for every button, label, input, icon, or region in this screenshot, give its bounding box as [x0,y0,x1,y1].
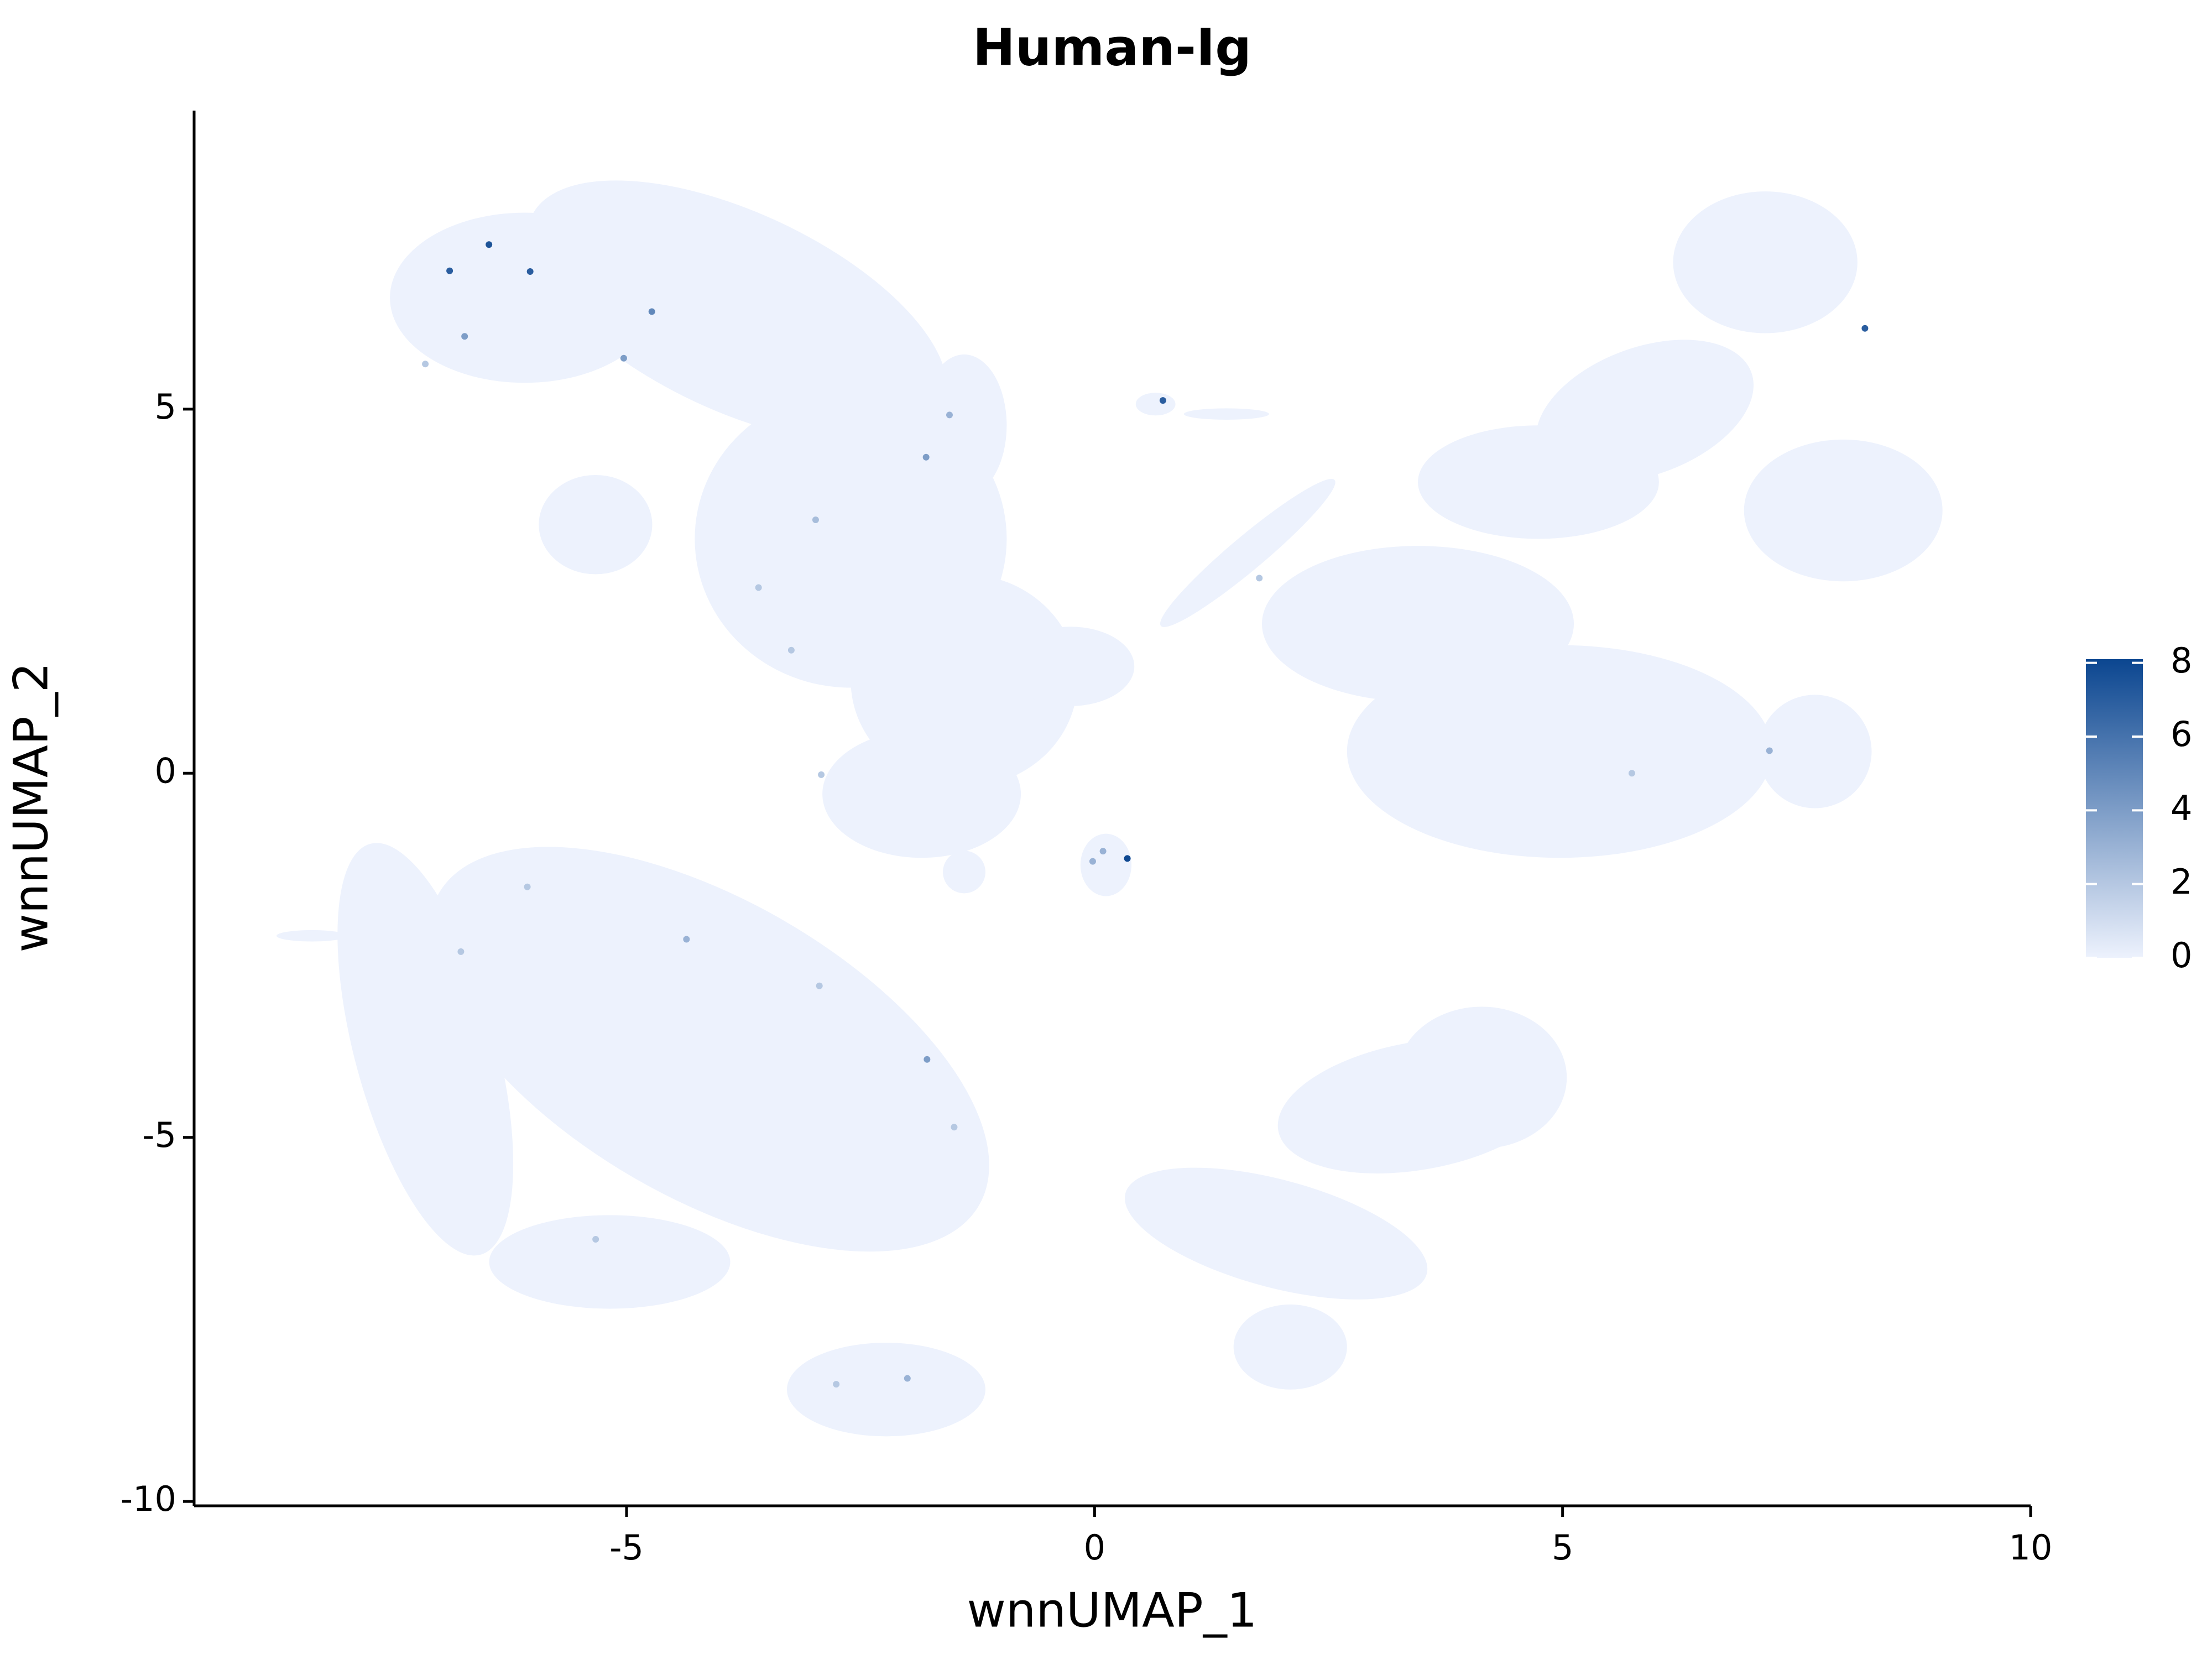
y-tick-label: 0 [155,750,176,791]
cell-point [818,771,825,778]
cell-cloud [276,180,1943,1437]
x-tick-label: -5 [609,1527,644,1568]
cell-point [422,361,429,368]
cell-point [648,308,655,315]
chart-title: Human-Ig [973,18,1251,77]
cell-point [1256,575,1263,582]
cell-point [486,241,493,248]
y-tick-label: 5 [155,387,176,427]
cell-point [526,268,534,275]
y-tick-label: -5 [142,1115,176,1155]
cell-point [1159,397,1166,404]
cell-point [951,1124,958,1131]
cell-point [592,1236,599,1243]
colorbar-tick-label: 2 [2171,862,2192,902]
cell-point [457,948,465,955]
colorbar-tick-label: 0 [2171,935,2192,975]
cell-point [946,411,953,419]
cell-point [924,1056,931,1063]
y-axis-label: wnnUMAP_2 [3,662,59,953]
cell-point [1099,848,1107,855]
y-tick-label: -10 [121,1479,176,1519]
cell-point [524,883,531,890]
cell-point [1089,858,1096,865]
cell-point [620,354,627,362]
cell-point [755,584,762,591]
x-tick-label: 10 [2009,1527,2053,1568]
cell-point [1861,325,1869,332]
cell-point [1766,747,1773,754]
cell-point [1628,770,1635,777]
cell-point [816,982,823,989]
cell-point [904,1375,911,1382]
colorbar-tick-label: 8 [2171,640,2192,681]
cell-point [683,936,690,943]
cell-point [922,453,930,461]
cell-point [461,333,468,340]
cell-point [446,267,453,274]
colorbar-tick-label: 4 [2171,787,2192,828]
colorbar-tick-label: 6 [2171,714,2192,754]
cell-point [1124,855,1131,862]
colorbar [2086,659,2143,958]
cell-point [833,1381,840,1388]
x-tick-label: 5 [1552,1527,1573,1568]
cell-point [787,646,795,654]
x-axis-label: wnnUMAP_1 [967,1583,1258,1638]
cell-point [812,517,819,524]
x-tick-label: 0 [1084,1527,1105,1568]
